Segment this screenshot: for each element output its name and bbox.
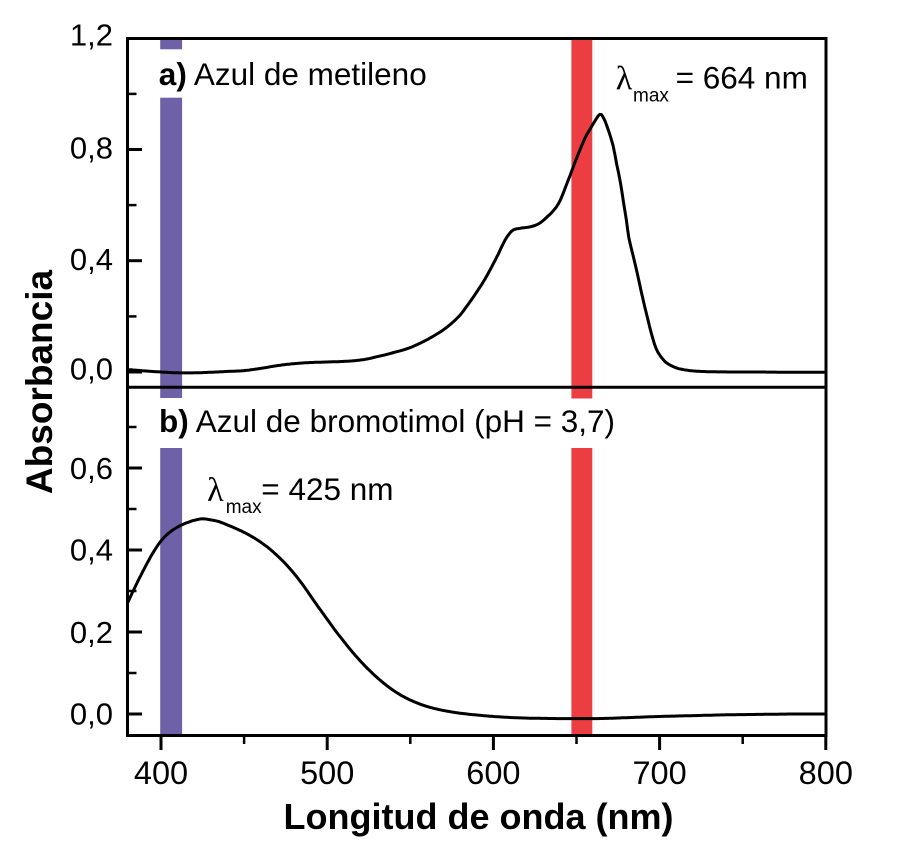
svg-text:= 664 nm: = 664 nm xyxy=(676,60,808,96)
svg-text:max: max xyxy=(633,85,669,106)
svg-text:0,4: 0,4 xyxy=(70,242,113,277)
svg-text:0,2: 0,2 xyxy=(70,615,113,650)
svg-text:600: 600 xyxy=(466,755,520,791)
svg-text:0,0: 0,0 xyxy=(70,696,113,731)
svg-text:a) Azul de metileno: a) Azul de metileno xyxy=(159,56,427,92)
svg-text:500: 500 xyxy=(300,755,354,791)
svg-text:λ: λ xyxy=(616,61,633,98)
svg-text:0,8: 0,8 xyxy=(70,131,113,166)
svg-text:0,0: 0,0 xyxy=(70,352,113,387)
svg-text:0,6: 0,6 xyxy=(70,451,113,486)
svg-text:b) Azul de bromotimol (pH = 3,: b) Azul de bromotimol (pH = 3,7) xyxy=(159,403,615,439)
svg-text:= 425 nm: = 425 nm xyxy=(261,471,393,507)
svg-text:1,2: 1,2 xyxy=(70,18,113,53)
svg-text:Absorbancia: Absorbancia xyxy=(19,270,60,495)
svg-text:0,4: 0,4 xyxy=(70,533,113,568)
svg-text:Longitud de onda (nm): Longitud de onda (nm) xyxy=(284,796,674,837)
svg-text:800: 800 xyxy=(799,755,853,791)
svg-text:max: max xyxy=(226,497,262,518)
svg-text:λ: λ xyxy=(207,472,224,509)
svg-text:700: 700 xyxy=(632,755,686,791)
svg-text:400: 400 xyxy=(134,755,188,791)
